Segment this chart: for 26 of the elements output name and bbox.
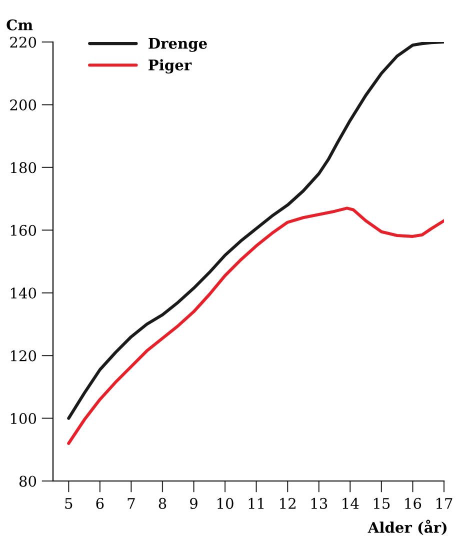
y-tick-label: 200 — [10, 99, 36, 110]
x-tick-label: 5 — [65, 498, 72, 509]
x-tick-label: 9 — [190, 498, 198, 509]
x-tick-label: 12 — [280, 498, 296, 509]
legend-label: Drenge — [148, 38, 207, 52]
y-tick-label: 120 — [10, 350, 36, 362]
y-tick-label: 140 — [10, 288, 36, 299]
x-tick-label: 17 — [436, 498, 452, 509]
x-tick-label: 16 — [405, 498, 422, 509]
line-series — [67, 206, 444, 445]
x-axis-title: Alder (år) — [368, 520, 447, 535]
y-tick-label: 220 — [10, 36, 36, 48]
y-tick-label: 80 — [19, 476, 36, 487]
legend-label: Piger — [148, 59, 192, 74]
x-tick-label: 15 — [374, 498, 390, 509]
y-axis-title: Cm — [6, 19, 33, 30]
x-tick-label: 8 — [158, 498, 166, 509]
x-tick-label: 10 — [218, 498, 234, 509]
y-tick-label: 100 — [10, 413, 36, 424]
x-tick-label: 14 — [342, 498, 359, 509]
x-tick-label: 6 — [96, 498, 104, 509]
y-tick-label: 160 — [10, 224, 36, 236]
x-tick-label: 11 — [248, 498, 264, 509]
x-tick-label: 13 — [311, 498, 328, 509]
y-tick-label: 180 — [10, 162, 36, 174]
x-tick-label: 7 — [128, 498, 135, 509]
